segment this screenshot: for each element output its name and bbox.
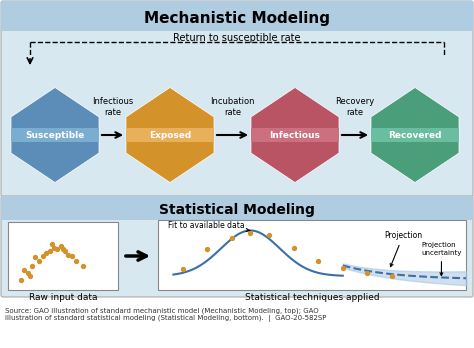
FancyBboxPatch shape <box>1 196 473 297</box>
Point <box>43 250 50 255</box>
Point <box>246 230 254 235</box>
Point <box>21 267 28 272</box>
Bar <box>158 220 466 290</box>
Point <box>203 247 211 252</box>
Point <box>54 246 61 252</box>
Text: Statistical Modeling: Statistical Modeling <box>159 203 315 217</box>
FancyBboxPatch shape <box>1 196 473 220</box>
Polygon shape <box>126 87 214 182</box>
Point <box>50 245 58 251</box>
FancyBboxPatch shape <box>1 1 473 31</box>
Polygon shape <box>11 128 99 142</box>
Point <box>364 270 371 275</box>
Point <box>48 241 56 246</box>
Polygon shape <box>371 87 459 182</box>
Text: Return to susceptible rate: Return to susceptible rate <box>173 33 301 43</box>
Text: Projection: Projection <box>384 231 422 267</box>
Point <box>28 263 36 269</box>
Point <box>228 235 236 240</box>
Point <box>68 253 75 259</box>
Point <box>24 270 32 276</box>
Text: Fit to available data: Fit to available data <box>168 221 250 231</box>
Point <box>59 246 67 252</box>
Point <box>265 232 273 238</box>
Text: Mechanistic Modeling: Mechanistic Modeling <box>144 11 330 26</box>
Text: Recovered: Recovered <box>388 130 442 140</box>
Point <box>62 248 69 253</box>
Point <box>73 259 80 264</box>
Point <box>57 243 64 248</box>
Point <box>35 259 43 264</box>
Point <box>388 273 396 279</box>
Bar <box>8 222 118 290</box>
Point <box>79 263 87 269</box>
Polygon shape <box>251 87 339 182</box>
FancyBboxPatch shape <box>1 1 473 197</box>
Point <box>314 258 322 263</box>
Text: Exposed: Exposed <box>149 130 191 140</box>
Point <box>18 277 25 283</box>
Point <box>46 248 54 253</box>
Text: Infectious: Infectious <box>270 130 320 140</box>
Polygon shape <box>371 128 459 142</box>
Point <box>26 274 34 279</box>
Text: Statistical techniques applied: Statistical techniques applied <box>245 293 379 302</box>
Point <box>32 255 39 260</box>
Point <box>290 245 297 251</box>
Text: Incubation
rate: Incubation rate <box>210 97 255 117</box>
Text: Susceptible: Susceptible <box>25 130 85 140</box>
Text: Infectious
rate: Infectious rate <box>92 97 133 117</box>
Polygon shape <box>251 128 339 142</box>
Text: Recovery
rate: Recovery rate <box>336 97 374 117</box>
Point <box>65 252 73 258</box>
Text: Raw input data: Raw input data <box>29 293 97 302</box>
Text: Source: GAO illustration of standard mechanistic model (Mechanistic Modeling, to: Source: GAO illustration of standard mec… <box>5 308 327 323</box>
Text: Projection
uncertainty: Projection uncertainty <box>421 243 462 276</box>
Polygon shape <box>11 87 99 182</box>
Polygon shape <box>126 128 214 142</box>
Point <box>39 253 47 259</box>
Point <box>179 266 186 272</box>
Point <box>339 265 346 270</box>
